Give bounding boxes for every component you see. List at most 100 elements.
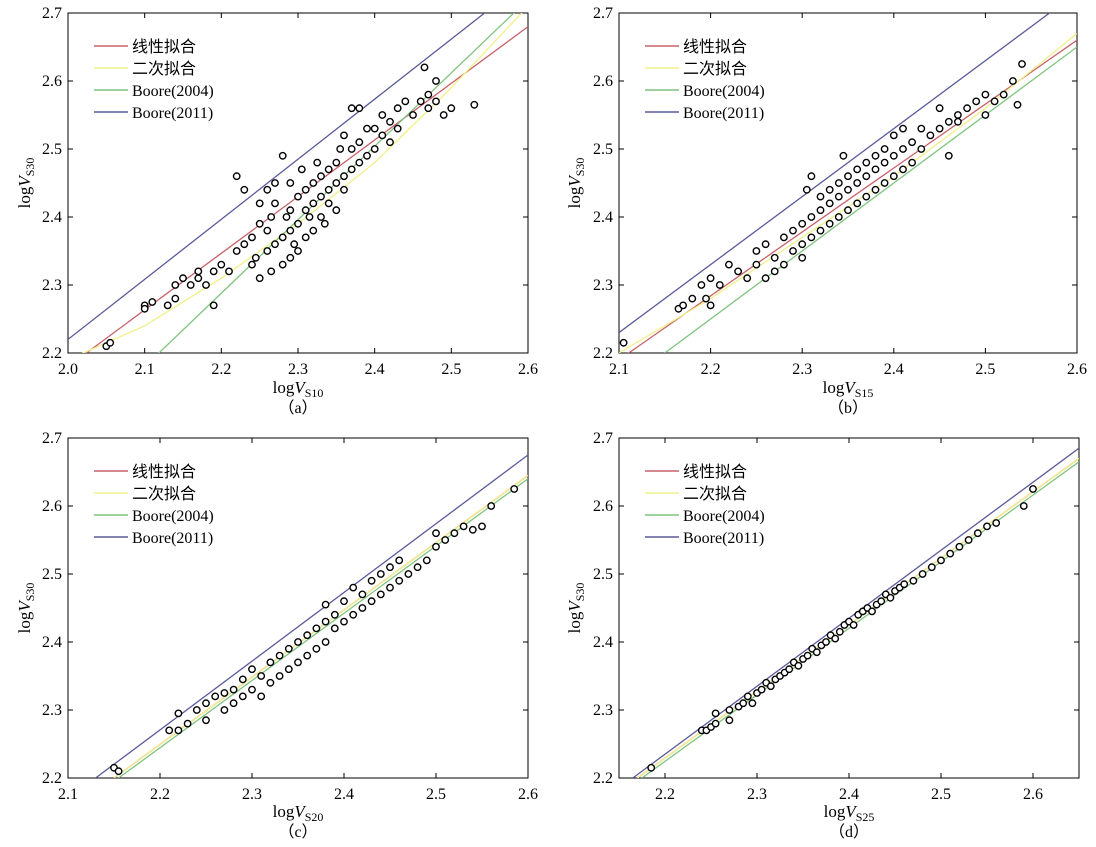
data-point — [312, 624, 321, 633]
data-point — [284, 665, 293, 674]
y-axis-title-sub: S30 — [23, 583, 37, 602]
scatter-points — [647, 485, 1037, 772]
data-point — [202, 281, 210, 289]
x-axis-title-sub: S15 — [855, 386, 874, 400]
data-point — [378, 131, 387, 140]
data-point — [238, 675, 247, 684]
x-tick-label: 2.2 — [211, 361, 231, 378]
data-point — [862, 158, 871, 167]
x-tick-label: 2.3 — [792, 361, 812, 378]
x-tick-label: 2.1 — [609, 361, 629, 378]
data-point — [324, 185, 333, 194]
data-point — [309, 179, 318, 187]
legend-label: Boore(2004) — [683, 508, 765, 525]
data-point — [715, 281, 724, 289]
data-point — [263, 185, 272, 194]
data-point — [171, 281, 180, 289]
panel-label: （c） — [278, 823, 317, 841]
data-point — [619, 338, 628, 347]
data-point — [376, 570, 385, 578]
data-point — [937, 556, 945, 565]
data-point — [251, 253, 260, 262]
y-tick-label: 2.2 — [42, 345, 62, 362]
y-axis-title: logVS30 — [15, 158, 37, 209]
series-line-boore-2004- — [664, 46, 1077, 353]
data-point — [743, 274, 752, 283]
x-tick-label: 2.6 — [1067, 361, 1087, 378]
data-point — [229, 699, 238, 708]
x-tick-label: 2.1 — [58, 786, 78, 803]
data-point — [849, 621, 858, 629]
scatter-points — [619, 60, 1026, 347]
y-axis-title-var: V — [565, 599, 584, 612]
legend-label: Boore(2004) — [132, 83, 214, 100]
data-point — [336, 145, 345, 153]
legend-label: Boore(2011) — [132, 105, 213, 122]
data-point — [647, 763, 656, 772]
data-point — [240, 240, 249, 249]
data-point — [358, 590, 367, 599]
data-point — [992, 519, 1001, 527]
data-point — [761, 240, 770, 249]
data-point — [286, 206, 295, 215]
y-axis-title-var: V — [565, 174, 584, 187]
scatter-points — [102, 63, 479, 351]
data-point — [812, 648, 821, 657]
y-tick-label: 2.5 — [42, 141, 62, 158]
data-point — [174, 709, 183, 718]
data-point — [839, 151, 848, 160]
data-point — [266, 658, 275, 667]
series-line-- — [81, 13, 523, 353]
data-point — [862, 172, 871, 181]
x-tick-label: 2.5 — [426, 786, 446, 803]
data-point — [301, 185, 310, 194]
data-point — [294, 247, 302, 255]
data-point — [202, 716, 210, 725]
data-point — [321, 600, 330, 609]
legend-label: 二次拟合 — [683, 485, 747, 503]
data-point — [880, 179, 889, 187]
data-point — [825, 185, 834, 194]
data-point — [487, 502, 496, 510]
legend-label: 二次拟合 — [132, 485, 196, 503]
data-point — [963, 104, 971, 113]
data-point — [378, 111, 387, 119]
data-point — [248, 260, 256, 269]
data-point — [349, 583, 358, 592]
data-point — [416, 97, 425, 106]
plot-frame — [67, 437, 529, 779]
data-point — [868, 607, 876, 616]
data-point — [908, 138, 916, 147]
data-point — [844, 172, 852, 181]
data-point — [267, 213, 276, 221]
data-point — [711, 719, 720, 728]
x-tick-label: 2.3 — [288, 361, 308, 378]
x-tick-label: 2.4 — [365, 361, 385, 378]
data-point — [935, 124, 944, 133]
data-point — [229, 685, 238, 694]
data-point — [702, 294, 710, 303]
chart-panel: 2.1 2.2 2.3 2.4 2.5 2.62.22.32.42.52.62.7线性拟合… — [15, 430, 538, 841]
data-point — [748, 699, 757, 708]
data-point — [340, 131, 348, 140]
x-axis-title: logVS15 — [823, 378, 874, 400]
data-point — [278, 151, 287, 160]
data-point — [321, 638, 330, 646]
x-tick-label: 2.6 — [518, 786, 538, 803]
data-point — [450, 529, 459, 538]
data-point — [363, 124, 371, 133]
data-point — [853, 199, 862, 208]
data-point — [439, 111, 448, 119]
data-point — [395, 576, 404, 585]
data-point — [174, 726, 183, 735]
data-point — [880, 158, 889, 167]
data-point — [286, 253, 295, 262]
x-tick-label: 2.1 — [135, 361, 155, 378]
data-point — [248, 233, 256, 242]
data-point — [816, 192, 825, 201]
data-point — [114, 767, 123, 776]
y-tick-label: 2.3 — [593, 702, 613, 719]
data-point — [752, 260, 761, 269]
data-point — [183, 719, 192, 728]
series-line-boore-2011- — [95, 454, 528, 778]
